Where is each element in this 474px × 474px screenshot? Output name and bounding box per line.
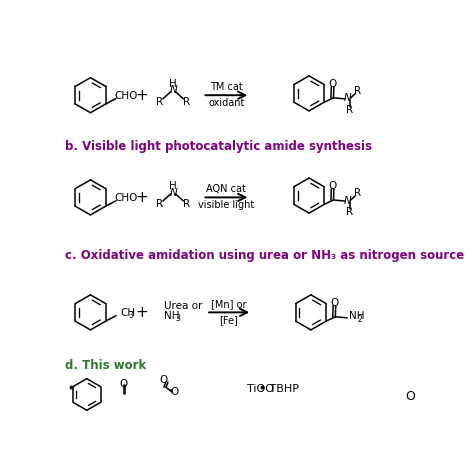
Text: b. Visible light photocatalytic amide synthesis: b. Visible light photocatalytic amide sy… xyxy=(65,140,372,153)
Text: [Mn] or: [Mn] or xyxy=(211,300,246,310)
Text: H: H xyxy=(169,182,177,191)
Text: NH: NH xyxy=(349,311,365,321)
Text: +: + xyxy=(136,190,148,205)
Text: Urea or: Urea or xyxy=(164,301,202,311)
Text: O: O xyxy=(405,390,415,403)
Text: 2: 2 xyxy=(357,315,362,324)
Text: O: O xyxy=(330,298,339,308)
Text: R: R xyxy=(354,86,361,96)
Text: 3: 3 xyxy=(175,314,180,323)
Text: +: + xyxy=(136,305,148,320)
Text: N: N xyxy=(169,85,177,95)
Text: CH: CH xyxy=(121,308,136,318)
Text: R: R xyxy=(346,207,353,218)
Text: visible light: visible light xyxy=(198,201,255,210)
Text: NH: NH xyxy=(164,311,180,321)
Text: O: O xyxy=(160,374,168,384)
Text: c. Oxidative amidation using urea or NH₃ as nitrogen source: c. Oxidative amidation using urea or NH₃… xyxy=(65,249,464,262)
Text: R: R xyxy=(354,188,361,199)
Text: R: R xyxy=(346,105,353,115)
Text: N: N xyxy=(169,188,177,198)
Text: R: R xyxy=(156,199,164,209)
Text: O: O xyxy=(328,79,337,89)
Text: CHO: CHO xyxy=(114,193,137,203)
Text: H: H xyxy=(169,79,177,89)
Text: +: + xyxy=(136,88,148,103)
Text: O: O xyxy=(171,387,179,397)
Text: 3: 3 xyxy=(129,311,134,320)
Text: TiOO: TiOO xyxy=(246,384,273,394)
Text: R: R xyxy=(183,199,190,209)
Text: R: R xyxy=(183,97,190,107)
Text: [Fe]: [Fe] xyxy=(219,315,238,325)
Text: TM cat: TM cat xyxy=(210,82,243,92)
Text: d. This work: d. This work xyxy=(65,359,146,372)
Text: O: O xyxy=(328,181,337,191)
Text: TBHP: TBHP xyxy=(266,384,299,394)
Text: N: N xyxy=(344,93,352,103)
Text: AQN cat: AQN cat xyxy=(207,184,246,194)
Text: R: R xyxy=(156,97,164,107)
Text: O: O xyxy=(119,379,128,389)
Text: N: N xyxy=(344,196,352,206)
Text: CHO: CHO xyxy=(114,91,137,100)
Text: oxidant: oxidant xyxy=(208,98,245,108)
